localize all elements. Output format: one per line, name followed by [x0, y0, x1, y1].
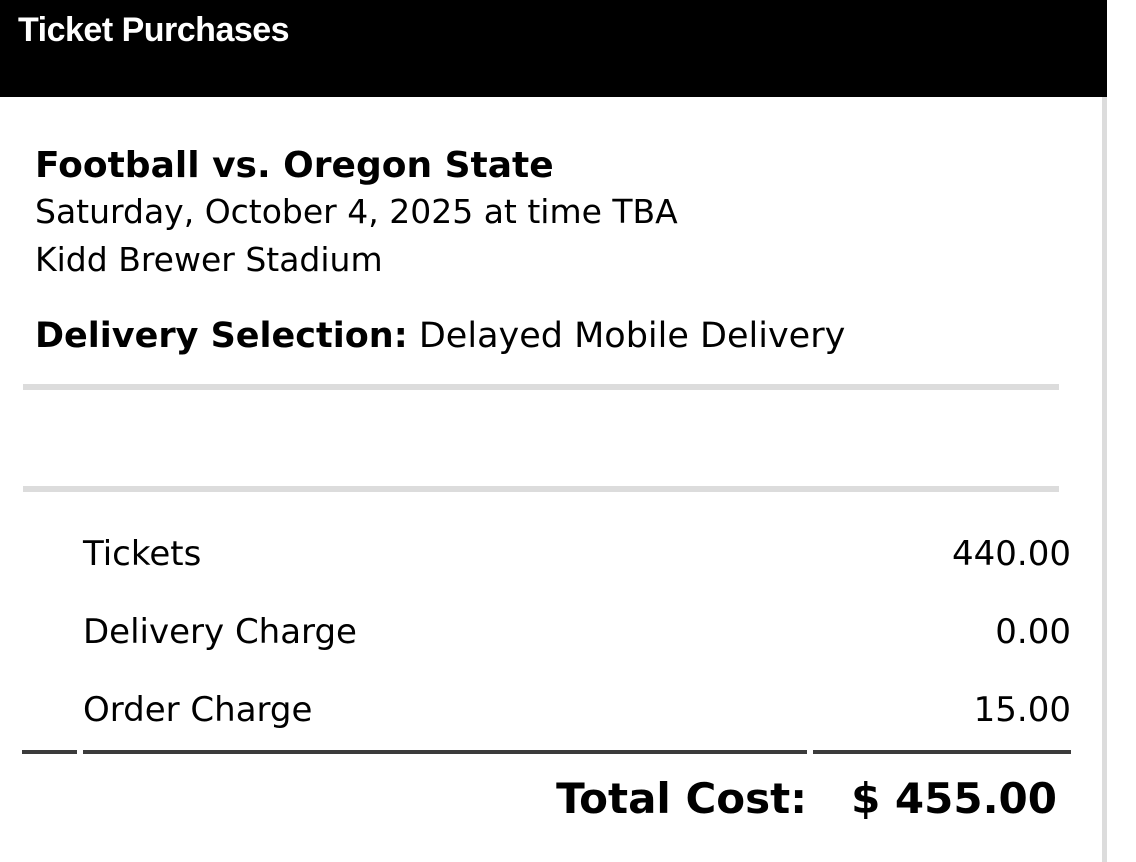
total-cost-label: Total Cost: — [83, 750, 807, 843]
ticket-purchases-page: Ticket Purchases Football vs. Oregon Sta… — [0, 0, 1107, 862]
charge-label: Order Charge — [83, 690, 313, 730]
table-row: Order Charge 15.00 — [22, 672, 1071, 750]
total-row: Total Cost: $ 455.00 — [22, 750, 1071, 843]
event-datetime: Saturday, October 4, 2025 at time TBA — [35, 192, 678, 231]
table-row: Delivery Charge 0.00 — [22, 594, 1071, 672]
divider-charges-top — [23, 486, 1059, 492]
charge-amount: 440.00 — [952, 534, 1071, 574]
total-cost-value: $ 455.00 — [813, 750, 1071, 843]
delivery-selection: Delivery Selection: Delayed Mobile Deliv… — [35, 314, 1102, 358]
page-title: Ticket Purchases — [18, 11, 290, 49]
spacer-cell — [22, 594, 77, 672]
charge-label: Tickets — [83, 534, 202, 574]
table-row: Tickets 440.00 — [22, 516, 1071, 594]
spacer-cell — [22, 672, 77, 750]
event-name: Football vs. Oregon State — [35, 145, 554, 186]
delivery-selection-value: Delayed Mobile Delivery — [418, 316, 846, 356]
spacer-cell — [22, 516, 77, 594]
divider-top — [23, 384, 1059, 390]
charge-label: Delivery Charge — [83, 612, 357, 652]
charge-amount: 0.00 — [995, 612, 1071, 652]
charge-amount: 15.00 — [973, 690, 1071, 730]
delivery-selection-label: Delivery Selection: — [35, 316, 408, 356]
charges-table: Tickets 440.00 Delivery Charge 0.00 Orde… — [16, 516, 1077, 843]
content-area: Football vs. Oregon State Saturday, Octo… — [0, 97, 1107, 862]
app-header: Ticket Purchases — [0, 0, 1107, 97]
event-venue: Kidd Brewer Stadium — [35, 240, 383, 279]
spacer-cell — [22, 750, 77, 843]
event-info: Football vs. Oregon State Saturday, Octo… — [35, 144, 1102, 284]
